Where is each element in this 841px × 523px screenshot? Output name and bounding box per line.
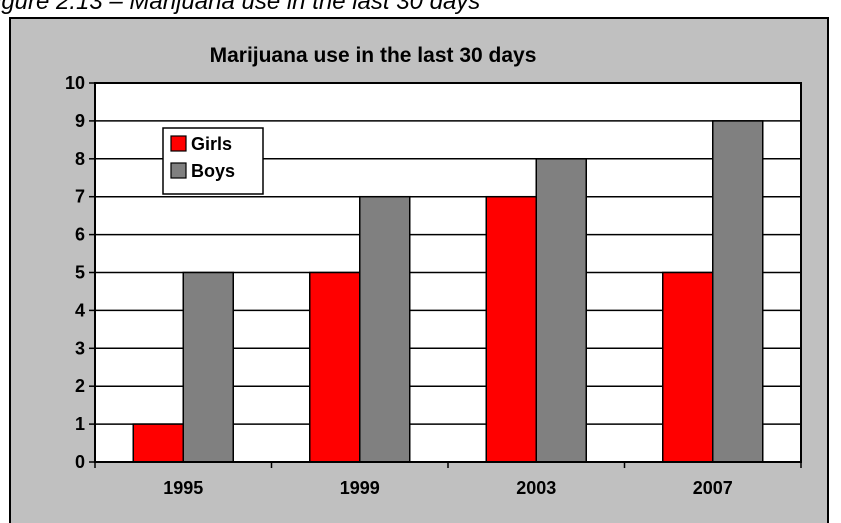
- legend: Girls Boys: [162, 127, 264, 195]
- x-tick-label: 1995: [163, 478, 203, 498]
- x-tick-label: 2003: [516, 478, 556, 498]
- y-tick-label: 4: [75, 300, 85, 320]
- legend-swatch-girls: [170, 135, 187, 152]
- x-tick-label: 2007: [693, 478, 733, 498]
- legend-label-boys: Boys: [191, 161, 235, 181]
- legend-label-girls: Girls: [191, 134, 232, 154]
- y-tick-label: 0: [75, 452, 85, 472]
- x-tick-label: 1999: [340, 478, 380, 498]
- y-tick-label: 3: [75, 338, 85, 358]
- y-tick-label: 5: [75, 263, 85, 283]
- y-tick-label: 10: [65, 73, 85, 93]
- y-axis-ticks: 0 1 2 3 4 5 6 7 8 9 10: [65, 73, 95, 472]
- y-tick-label: 7: [75, 187, 85, 207]
- bars: [132, 120, 764, 463]
- y-tick-label: 8: [75, 149, 85, 169]
- y-tick-label: 9: [75, 111, 85, 131]
- bar-boys-1995: [182, 271, 234, 463]
- x-axis-ticks: 1995 1999 2003 2007: [94, 462, 802, 498]
- bar-boys-2003: [535, 158, 587, 463]
- y-tick-label: 2: [75, 376, 85, 396]
- figure-caption: igure 2.13 – Marijuana use in the last 3…: [0, 0, 481, 15]
- bar-boys-2007: [712, 120, 764, 463]
- y-tick-label: 1: [75, 414, 85, 434]
- chart-title: Marijuana use in the last 30 days: [210, 44, 537, 67]
- bar-boys-1999: [359, 195, 411, 463]
- bar-girls-1995: [132, 423, 184, 463]
- bar-girls-2003: [485, 195, 537, 463]
- bar-girls-2007: [662, 271, 714, 463]
- legend-swatch-boys: [170, 162, 187, 179]
- bar-girls-1999: [309, 271, 361, 463]
- y-tick-label: 6: [75, 225, 85, 245]
